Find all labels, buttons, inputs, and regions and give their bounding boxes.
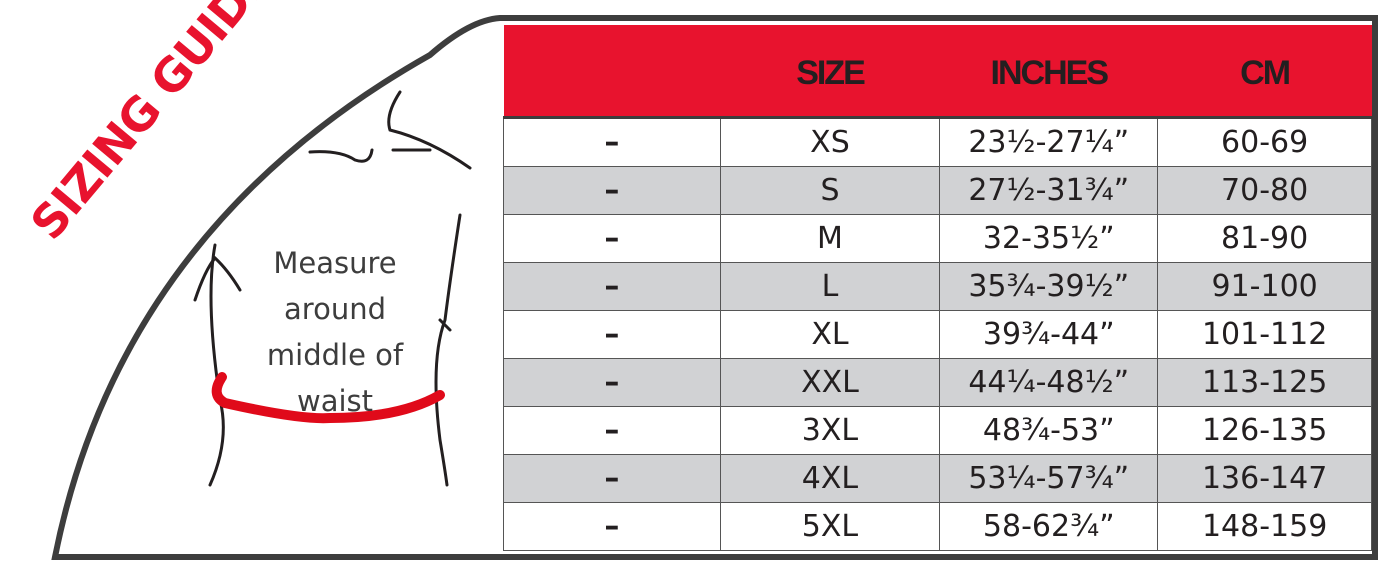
cell-cm: 81-90 xyxy=(1157,214,1372,263)
cell-mark: – xyxy=(503,117,721,167)
cell-mark: – xyxy=(503,454,721,503)
cell-cm: 70-80 xyxy=(1157,166,1372,215)
cell-size: S xyxy=(719,166,941,215)
header-cm: CM xyxy=(1157,25,1372,119)
cell-inches: 53¼-57¾” xyxy=(939,454,1159,503)
cell-size: 4XL xyxy=(719,454,941,503)
cell-cm: 60-69 xyxy=(1157,117,1372,167)
cell-cm: 126-135 xyxy=(1157,406,1372,455)
cell-cm: 148-159 xyxy=(1157,502,1372,551)
cell-inches: 44¼-48½” xyxy=(939,358,1159,407)
cell-size: 3XL xyxy=(719,406,941,455)
table-row: – XS 23½-27¼” 60-69 xyxy=(503,117,1372,167)
table-row: – S 27½-31¾” 70-80 xyxy=(503,166,1372,215)
cell-size: 5XL xyxy=(719,502,941,551)
cell-cm: 101-112 xyxy=(1157,310,1372,359)
cell-cm: 136-147 xyxy=(1157,454,1372,503)
header-size: SIZE xyxy=(720,25,940,119)
table-row: –3XL 48¾-53” 126-135 xyxy=(503,406,1372,455)
measure-instruction: Measure around middle of waist xyxy=(266,246,404,418)
cell-mark: – xyxy=(503,310,721,359)
table-row: – L 35¾-39½” 91-100 xyxy=(503,262,1372,311)
table-header-row: SIZE INCHES CM xyxy=(503,25,1372,119)
table-row: – XL 39¾-44” 101-112 xyxy=(503,310,1372,359)
header-inches: INCHES xyxy=(939,25,1158,119)
cell-inches: 39¾-44” xyxy=(939,310,1159,359)
cell-mark: – xyxy=(503,358,721,407)
cell-mark: – xyxy=(503,406,721,455)
table-row: – M 32-35½” 81-90 xyxy=(503,214,1372,263)
cell-size: M xyxy=(719,214,941,263)
cell-size: XXL xyxy=(719,358,941,407)
cell-mark: – xyxy=(503,214,721,263)
cell-size: XL xyxy=(719,310,941,359)
waist-band-icon xyxy=(211,372,445,424)
cell-mark: – xyxy=(503,262,721,311)
header-blank xyxy=(503,25,721,119)
cell-size: L xyxy=(719,262,941,311)
table-row: –4XL 53¼-57¾” 136-147 xyxy=(503,454,1372,503)
cell-mark: – xyxy=(503,502,721,551)
cell-mark: – xyxy=(503,166,721,215)
cell-inches: 35¾-39½” xyxy=(939,262,1159,311)
cell-inches: 48¾-53” xyxy=(939,406,1159,455)
cell-inches: 23½-27¼” xyxy=(939,117,1159,167)
size-table: SIZE INCHES CM – XS 23½-27¼” 60-69– S 27½-31¾… xyxy=(503,25,1372,551)
cell-inches: 58-62¾” xyxy=(939,502,1159,551)
cell-cm: 113-125 xyxy=(1157,358,1372,407)
cell-inches: 27½-31¾” xyxy=(939,166,1159,215)
cell-inches: 32-35½” xyxy=(939,214,1159,263)
cell-size: XS xyxy=(719,117,941,167)
table-row: –5XL 58-62¾” 148-159 xyxy=(503,502,1372,551)
table-row: – XXL 44¼-48½” 113-125 xyxy=(503,358,1372,407)
cell-cm: 91-100 xyxy=(1157,262,1372,311)
